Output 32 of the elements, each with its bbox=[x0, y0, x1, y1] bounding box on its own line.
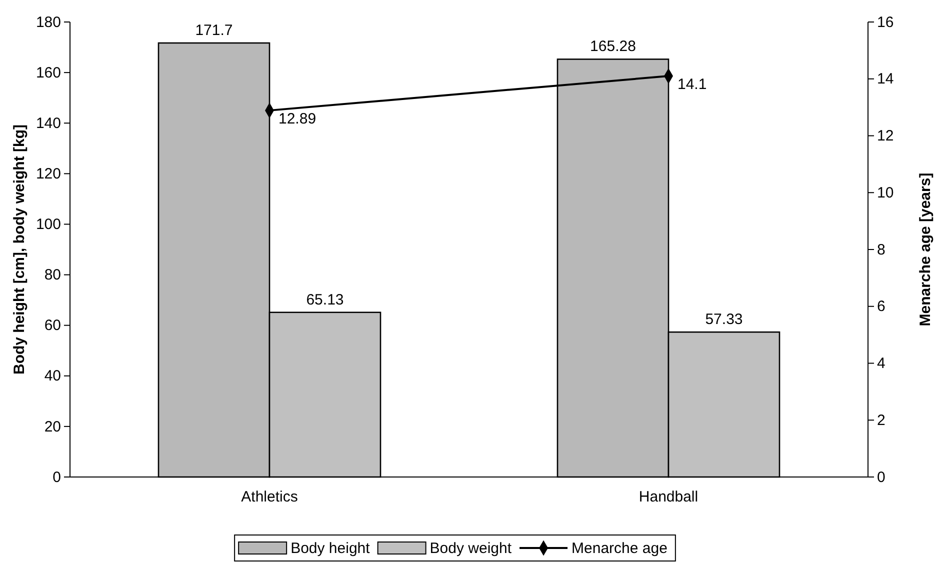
y2-tick-label: 2 bbox=[877, 412, 886, 429]
data-label: 12.89 bbox=[278, 110, 316, 128]
y-tick-label: 60 bbox=[44, 317, 61, 334]
y-tick-label: 120 bbox=[36, 165, 61, 182]
y-tick-label: 80 bbox=[44, 266, 61, 284]
x-tick-label: Athletics bbox=[241, 488, 298, 506]
data-label: 57.33 bbox=[705, 311, 743, 328]
y-tick-label: 20 bbox=[44, 418, 61, 436]
y-tick-label: 160 bbox=[36, 64, 61, 82]
y2-tick-label: 16 bbox=[877, 14, 894, 31]
x-tick-label: Handball bbox=[638, 488, 698, 506]
y-axis-title: Body height [cm], body weight [kg] bbox=[11, 124, 28, 374]
y-tick-label: 0 bbox=[52, 468, 61, 486]
legend-label: Menarche age bbox=[572, 540, 668, 557]
data-label: 65.13 bbox=[306, 291, 344, 308]
data-label: 165.28 bbox=[590, 38, 636, 56]
data-label: 14.1 bbox=[678, 76, 707, 94]
y2-tick-label: 10 bbox=[877, 184, 894, 202]
y2-axis-title: Menarche age [years] bbox=[917, 172, 934, 326]
legend-label: Body height bbox=[290, 540, 371, 557]
y2-tick-label: 6 bbox=[877, 298, 886, 316]
data-label: 171.7 bbox=[195, 22, 233, 39]
y2-tick-label: 0 bbox=[877, 468, 886, 486]
y2-tick-label: 12 bbox=[877, 128, 894, 145]
y-tick-label: 140 bbox=[36, 114, 61, 132]
y2-tick-label: 14 bbox=[877, 70, 894, 88]
y-tick-label: 100 bbox=[36, 216, 61, 234]
y2-tick-label: 4 bbox=[877, 355, 886, 372]
legend-label: Body weight bbox=[430, 540, 512, 557]
y-tick-label: 180 bbox=[36, 14, 61, 31]
y-tick-label: 40 bbox=[44, 368, 61, 385]
y2-tick-label: 8 bbox=[877, 241, 886, 258]
